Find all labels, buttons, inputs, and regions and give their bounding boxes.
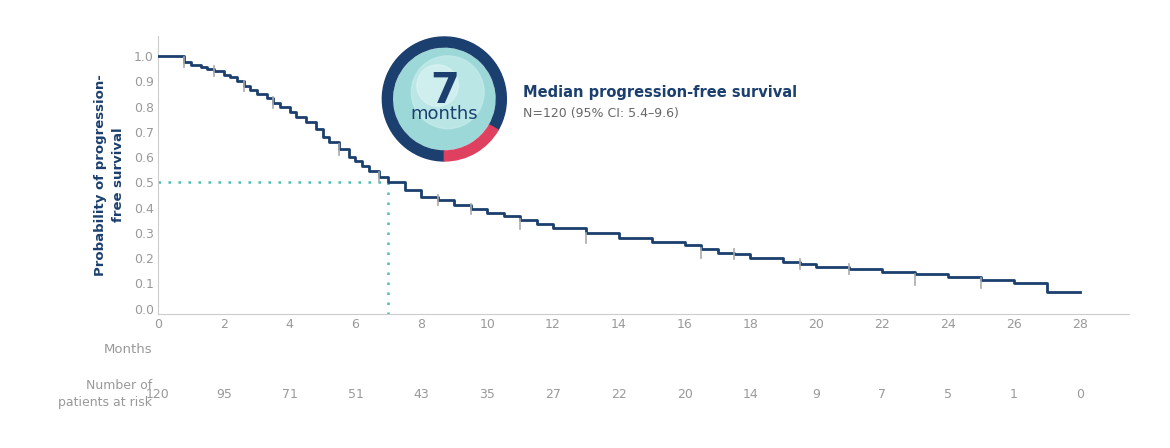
Text: 71: 71: [282, 388, 297, 401]
Text: 5: 5: [944, 388, 952, 401]
Text: 27: 27: [545, 388, 560, 401]
Circle shape: [392, 47, 496, 151]
Wedge shape: [383, 37, 507, 161]
Text: months: months: [411, 105, 479, 123]
Y-axis label: Probability of progression-
free survival: Probability of progression- free surviva…: [95, 74, 125, 276]
Text: Median progression-free survival: Median progression-free survival: [523, 85, 797, 100]
Text: Number of
patients at risk: Number of patients at risk: [58, 379, 152, 409]
Text: 22: 22: [611, 388, 627, 401]
Wedge shape: [445, 125, 498, 161]
Text: 43: 43: [413, 388, 429, 401]
Text: 120: 120: [146, 388, 170, 401]
Text: 20: 20: [676, 388, 693, 401]
Text: N=120 (95% CI: 5.4–9.6): N=120 (95% CI: 5.4–9.6): [523, 107, 679, 120]
Text: 7: 7: [429, 70, 459, 112]
Circle shape: [412, 56, 484, 129]
Text: 95: 95: [215, 388, 232, 401]
Text: 9: 9: [812, 388, 820, 401]
Text: 14: 14: [743, 388, 758, 401]
Text: 1: 1: [1010, 388, 1018, 401]
Text: 35: 35: [480, 388, 495, 401]
Text: 0: 0: [1075, 388, 1083, 401]
Text: 51: 51: [347, 388, 364, 401]
Text: 7: 7: [879, 388, 886, 401]
Text: Months: Months: [103, 343, 152, 356]
Circle shape: [417, 65, 459, 106]
